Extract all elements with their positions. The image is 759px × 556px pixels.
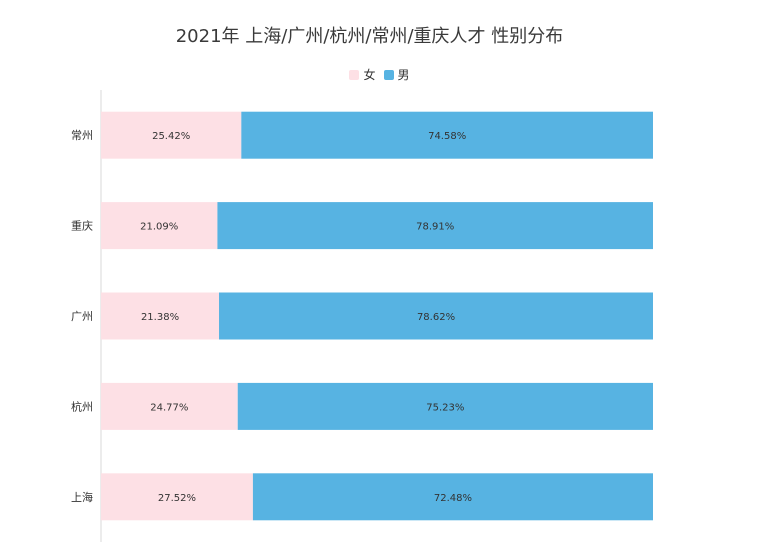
bar-female[interactable] [101,202,218,250]
bar-male[interactable] [241,111,653,159]
y-tick-label: 广州 [71,310,93,323]
bar-male[interactable] [217,202,653,250]
y-tick-label: 重庆 [71,219,93,233]
y-tick-label: 常州 [71,129,93,142]
chart-title: 2021年 上海/广州/杭州/常州/重庆人才 性别分布 [175,26,564,47]
bar-female[interactable] [101,382,238,430]
data-label: 72.48% [434,493,472,504]
y-tick-label: 上海 [71,490,93,504]
legend-label-female: 女 [363,68,376,82]
data-label: 75.23% [426,402,464,413]
legend-item-male[interactable]: 男 [383,66,410,83]
legend-label-male: 男 [397,68,410,82]
data-label: 21.09% [140,222,178,233]
data-label: 78.91% [416,222,454,233]
data-label: 24.77% [150,402,188,413]
bar-male[interactable] [237,382,653,430]
bar-male[interactable] [219,292,654,340]
legend-item-female[interactable]: 女 [349,66,376,83]
data-label: 21.38% [141,312,179,323]
data-label: 74.58% [428,131,466,142]
legend-swatch-male [383,69,394,80]
data-label: 27.52% [158,493,196,504]
bar-female[interactable] [101,292,220,340]
bar-female[interactable] [101,111,242,159]
data-label: 78.62% [417,312,455,323]
y-tick-label: 杭州 [71,399,93,413]
bar-female[interactable] [101,473,253,521]
bar-male[interactable] [252,473,653,521]
legend: 女 男 [0,66,759,83]
legend-swatch-female [349,69,360,80]
data-label: 25.42% [152,131,190,142]
